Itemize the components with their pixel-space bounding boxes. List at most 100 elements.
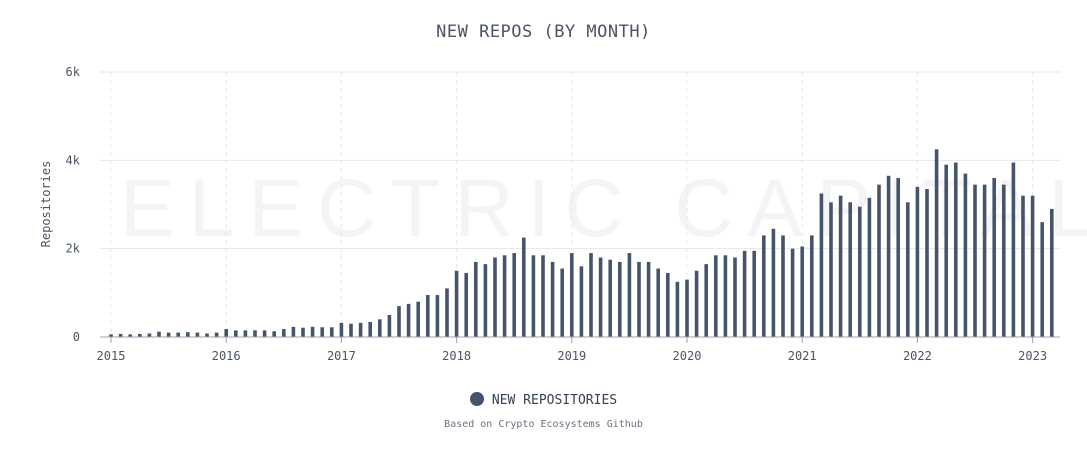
bar — [723, 255, 728, 337]
y-tick-label: 6k — [66, 65, 81, 79]
bar — [186, 332, 190, 337]
chart-title: NEW REPOS (BY MONTH) — [436, 22, 651, 42]
bar — [1040, 222, 1044, 337]
bar — [483, 264, 488, 337]
bar — [733, 257, 737, 337]
bar — [752, 250, 756, 337]
bar — [214, 332, 219, 337]
bar — [992, 178, 996, 337]
bar — [810, 235, 814, 337]
bar — [349, 323, 353, 337]
bar — [618, 261, 622, 337]
bar — [646, 261, 651, 337]
bar — [445, 288, 449, 337]
legend[interactable]: NEW REPOSITORIES — [0, 392, 1087, 408]
bar — [262, 330, 267, 337]
bar — [1011, 162, 1016, 337]
bar — [1050, 208, 1054, 337]
bar — [522, 237, 526, 337]
bar — [954, 162, 958, 337]
bar — [838, 195, 843, 337]
x-tick-label: 2017 — [327, 349, 356, 363]
bar — [378, 319, 382, 337]
bar — [358, 322, 363, 337]
y-tick-label: 4k — [66, 153, 81, 167]
x-tick-label: 2022 — [903, 349, 932, 363]
bar — [397, 306, 401, 337]
bar — [416, 301, 420, 337]
bar — [138, 333, 142, 337]
bar — [435, 295, 440, 337]
bar — [157, 331, 161, 337]
bar — [704, 264, 708, 337]
bar — [243, 330, 248, 337]
bar — [502, 255, 507, 337]
bar — [886, 175, 891, 337]
bar — [531, 255, 536, 337]
bar — [694, 270, 699, 337]
bar — [637, 261, 641, 337]
bar — [934, 149, 939, 337]
bar — [944, 164, 948, 337]
bar — [675, 281, 680, 337]
bar — [973, 184, 977, 337]
bar — [1002, 184, 1006, 337]
bar — [310, 326, 315, 337]
bar — [464, 272, 468, 337]
x-tick-label: 2019 — [557, 349, 586, 363]
bar — [877, 184, 881, 337]
x-tick-label: 2021 — [788, 349, 817, 363]
bar — [790, 248, 795, 337]
bar — [579, 266, 584, 337]
x-tick-label: 2020 — [673, 349, 702, 363]
y-axis-label: Repositories — [39, 161, 53, 248]
bar — [205, 333, 209, 337]
bar — [406, 303, 411, 337]
bar — [906, 202, 910, 337]
bar — [560, 268, 564, 337]
bar — [666, 272, 670, 337]
bar — [493, 257, 497, 337]
bar — [829, 202, 833, 337]
bar — [339, 322, 344, 337]
bar — [656, 268, 660, 337]
bar — [867, 197, 872, 337]
bar — [819, 193, 824, 337]
legend-swatch — [469, 392, 484, 406]
bar — [1030, 195, 1035, 337]
bar — [982, 184, 987, 337]
bar — [589, 253, 593, 337]
y-tick-label: 0 — [73, 330, 80, 344]
x-tick-label: 2023 — [1018, 349, 1047, 363]
axes: 0 2k 4k 6k 2015 2016 2017 2018 2019 2020 2021 2022 2… — [66, 65, 1060, 363]
bar — [176, 332, 180, 337]
bar — [224, 329, 228, 337]
bar — [301, 327, 305, 337]
bar — [848, 202, 852, 337]
bar — [166, 332, 171, 337]
bar — [234, 330, 238, 337]
bar — [858, 206, 862, 337]
bars — [109, 149, 1054, 337]
bar — [282, 329, 286, 337]
bar — [195, 332, 200, 337]
bar — [147, 333, 152, 337]
bar — [272, 331, 276, 337]
x-tick-label: 2016 — [212, 349, 241, 363]
bar — [925, 189, 929, 337]
bar — [512, 253, 516, 337]
bar — [320, 327, 324, 337]
bar — [368, 321, 372, 337]
bar — [685, 279, 689, 337]
bar — [118, 333, 123, 337]
footnote: Based on Crypto Ecosystems Github — [444, 419, 643, 430]
bar — [915, 186, 920, 337]
bar — [550, 261, 555, 337]
x-tick-label: 2018 — [442, 349, 471, 363]
bar — [627, 253, 632, 337]
bar — [714, 255, 718, 337]
bar — [1021, 195, 1025, 337]
bar — [800, 246, 804, 337]
bar — [742, 250, 747, 337]
